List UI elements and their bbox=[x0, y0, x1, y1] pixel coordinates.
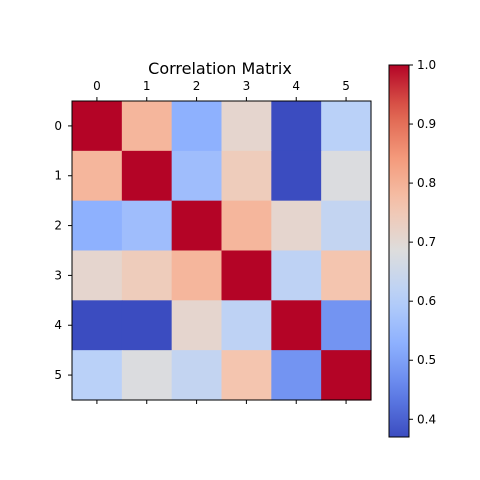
heatmap-cell-1-5 bbox=[321, 150, 372, 202]
heatmap-cell-0-1 bbox=[121, 101, 173, 152]
x-tick-label: 1 bbox=[143, 79, 151, 93]
y-tick-label: 4 bbox=[54, 318, 62, 332]
y-tick-label: 5 bbox=[54, 368, 62, 382]
heatmap-cell-1-4 bbox=[271, 150, 322, 202]
colorbar-tick-label: 0.7 bbox=[417, 235, 436, 249]
colorbar bbox=[388, 64, 410, 438]
y-tick-label: 3 bbox=[54, 268, 62, 282]
heatmap-cell-3-3 bbox=[221, 250, 272, 301]
colorbar-tick-label: 0.4 bbox=[417, 412, 436, 426]
colorbar-tick-label: 1.0 bbox=[417, 58, 436, 72]
heatmap-cell-1-1 bbox=[121, 150, 173, 202]
x-tick-label: 3 bbox=[243, 79, 251, 93]
heatmap-cells bbox=[72, 101, 372, 401]
heatmap-cell-4-4 bbox=[271, 300, 322, 351]
heatmap-cell-2-4 bbox=[271, 200, 322, 252]
y-tick-label: 0 bbox=[54, 119, 62, 133]
heatmap-cell-3-0 bbox=[72, 250, 123, 301]
x-tick-label: 0 bbox=[93, 79, 101, 93]
heatmap-cell-0-2 bbox=[171, 101, 223, 152]
heatmap-cell-5-2 bbox=[171, 350, 223, 401]
heatmap-cell-4-5 bbox=[321, 300, 372, 351]
heatmap-cell-3-5 bbox=[321, 250, 372, 301]
colorbar-ticks: 0.4 0.5 0.6 0.7 0.8 0.9 1.0 bbox=[409, 58, 436, 426]
colorbar-tick-label: 0.5 bbox=[417, 353, 436, 367]
heatmap-cell-5-1 bbox=[121, 350, 173, 401]
heatmap-cell-3-1 bbox=[121, 250, 173, 301]
colorbar-tick-label: 0.6 bbox=[417, 294, 436, 308]
heatmap-cell-4-0 bbox=[72, 300, 123, 351]
heatmap-cell-4-1 bbox=[121, 300, 173, 351]
y-tick-label: 2 bbox=[54, 219, 62, 233]
heatmap-cell-0-0 bbox=[72, 101, 123, 152]
heatmap-cell-3-2 bbox=[171, 250, 223, 301]
x-tick-label: 2 bbox=[193, 79, 201, 93]
heatmap-cell-2-0 bbox=[72, 200, 123, 252]
heatmap-cell-2-2 bbox=[171, 200, 223, 252]
heatmap-cell-5-0 bbox=[72, 350, 123, 401]
heatmap-cell-1-2 bbox=[171, 150, 223, 202]
heatmap-cell-4-3 bbox=[221, 300, 272, 351]
chart-title: Correlation Matrix bbox=[148, 59, 292, 78]
plot-frame bbox=[71, 100, 372, 401]
x-tick-label: 5 bbox=[342, 79, 350, 93]
heatmap-cell-2-1 bbox=[121, 200, 173, 252]
heatmap-cell-5-3 bbox=[221, 350, 272, 401]
colorbar-tick-label: 0.9 bbox=[417, 117, 436, 131]
heatmap-cell-3-4 bbox=[271, 250, 322, 301]
heatmap-cell-1-3 bbox=[221, 150, 272, 202]
heatmap-cell-0-4 bbox=[271, 101, 322, 152]
heatmap-cell-2-3 bbox=[221, 200, 272, 252]
heatmap-cell-0-5 bbox=[321, 101, 372, 152]
heatmap-cell-0-3 bbox=[221, 101, 272, 152]
x-tick-label: 4 bbox=[292, 79, 300, 93]
heatmap-cell-4-2 bbox=[171, 300, 223, 351]
heatmap-cell-2-5 bbox=[321, 200, 372, 252]
x-axis-ticks: 0 1 2 3 4 5 bbox=[93, 79, 350, 404]
heatmap-cell-1-0 bbox=[72, 150, 123, 202]
heatmap-cell-5-4 bbox=[271, 350, 322, 401]
colorbar-tick-label: 0.8 bbox=[417, 176, 436, 190]
y-axis-ticks: 0 1 2 3 4 5 bbox=[54, 119, 72, 382]
heatmap-cell-5-5 bbox=[321, 350, 372, 401]
y-tick-label: 1 bbox=[54, 169, 62, 183]
